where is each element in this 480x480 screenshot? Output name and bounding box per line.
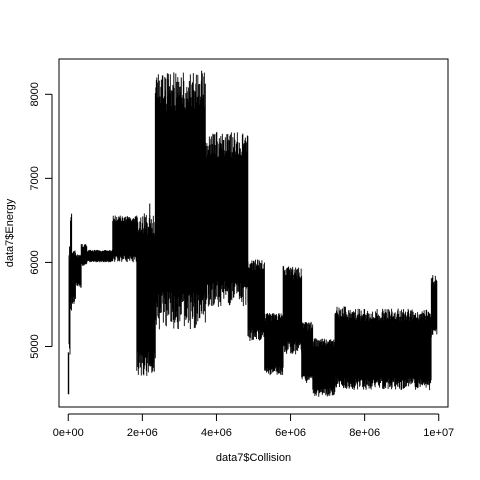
data-series [67, 70, 438, 397]
series-segment-18 [430, 275, 438, 338]
series-segment-14 [301, 321, 314, 383]
series-segment-15 [312, 338, 336, 397]
x-tick-label-2: 4e+06 [201, 427, 232, 439]
y-tick-label-3: 8000 [29, 82, 41, 106]
y-tick-label-2: 7000 [29, 166, 41, 190]
series-segment-9 [154, 72, 206, 330]
series-segment-3 [71, 250, 76, 304]
series-segment-1 [68, 246, 71, 355]
x-axis: 0e+00 2e+06 4e+06 6e+06 8e+06 1e+07 [53, 413, 454, 439]
x-tick-label-0: 0e+00 [53, 427, 84, 439]
series-segment-7 [112, 215, 138, 263]
plot-frame [58, 58, 449, 408]
series-segment-16 [334, 306, 347, 389]
series-segment-0 [67, 352, 70, 395]
y-axis: 5000 6000 7000 8000 [29, 82, 53, 359]
x-tick-label-5: 1e+07 [423, 427, 454, 439]
x-tick-label-4: 8e+06 [349, 427, 380, 439]
x-tick-label-3: 6e+06 [275, 427, 306, 439]
y-tick-label-1: 6000 [29, 250, 41, 274]
series-segment-17 [345, 308, 432, 391]
y-tick-label-0: 5000 [29, 334, 41, 358]
y-axis-title: data7$Energy [4, 198, 16, 267]
series-segment-10 [204, 131, 249, 307]
series-segment-12 [264, 313, 284, 376]
series-segment-5 [80, 244, 88, 266]
series-segment-6 [86, 249, 113, 263]
x-axis-title: data7$Collision [216, 452, 291, 464]
series-segment-8 [136, 213, 156, 376]
series-segment-13 [282, 265, 303, 355]
x-tick-label-1: 2e+06 [127, 427, 158, 439]
series-segment-4 [75, 254, 82, 288]
series-segment-11 [247, 259, 265, 342]
